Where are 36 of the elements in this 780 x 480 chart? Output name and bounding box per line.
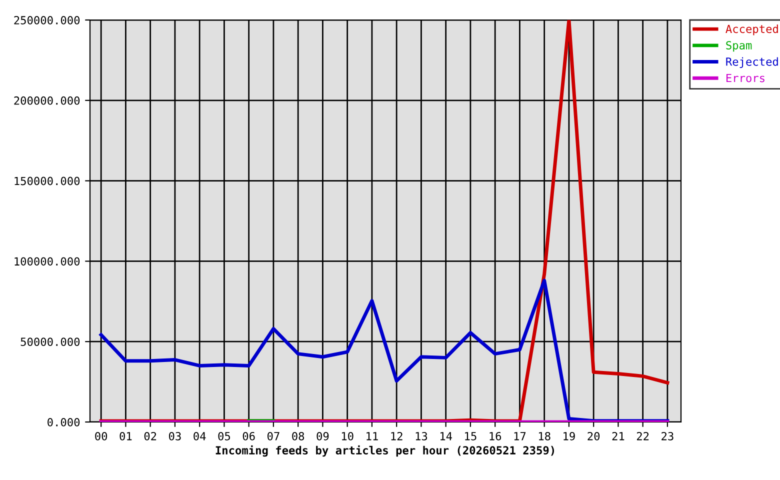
y-tick-label: 50000.000 [20, 338, 80, 346]
x-tick-label: 10 [342, 432, 354, 440]
y-tick-label: 250000.000 [14, 16, 80, 24]
y-tick-label: 100000.000 [14, 257, 80, 266]
x-tick-label: 14 [440, 432, 452, 440]
x-tick-label: 03 [168, 432, 181, 440]
x-tick-label: 12 [391, 432, 402, 440]
legend-label: Accepted [726, 24, 778, 36]
x-tick-label: 04 [194, 432, 206, 440]
x-tick-label: 21 [612, 432, 624, 440]
x-tick-label: 11 [366, 432, 378, 440]
legend-label: Rejected [726, 57, 778, 68]
x-tick-label: 19 [564, 432, 575, 440]
x-tick-label: 17 [514, 432, 526, 440]
x-tick-label: 20 [588, 432, 600, 440]
x-tick-label: 23 [662, 432, 674, 440]
legend-label: Spam [726, 41, 752, 52]
x-tick-label: 06 [242, 432, 255, 440]
x-tick-label: 09 [316, 432, 329, 440]
x-tick-label: 15 [465, 432, 476, 440]
x-tick-label: 05 [218, 432, 230, 440]
x-tick-label: 07 [267, 432, 280, 440]
x-tick-label: 08 [292, 432, 304, 440]
x-tick-label: 01 [120, 432, 132, 440]
line-series [99, 278, 670, 422]
legend-label: Errors [726, 74, 764, 82]
x-tick-label: 02 [144, 432, 156, 440]
y-tick-label: 150000.000 [14, 176, 80, 186]
x-tick-label: 13 [416, 432, 428, 440]
x-tick-label: 18 [538, 432, 550, 440]
x-tick-label: 22 [636, 432, 649, 440]
x-tick-label: 16 [490, 432, 502, 440]
x-axis-title: Incoming feeds by articles per hour (20260521 2359) [216, 445, 554, 457]
y-tick-label: 0.000 [48, 418, 80, 426]
y-tick-label: 200000.000 [14, 96, 80, 105]
x-tick-label: 00 [95, 432, 108, 440]
